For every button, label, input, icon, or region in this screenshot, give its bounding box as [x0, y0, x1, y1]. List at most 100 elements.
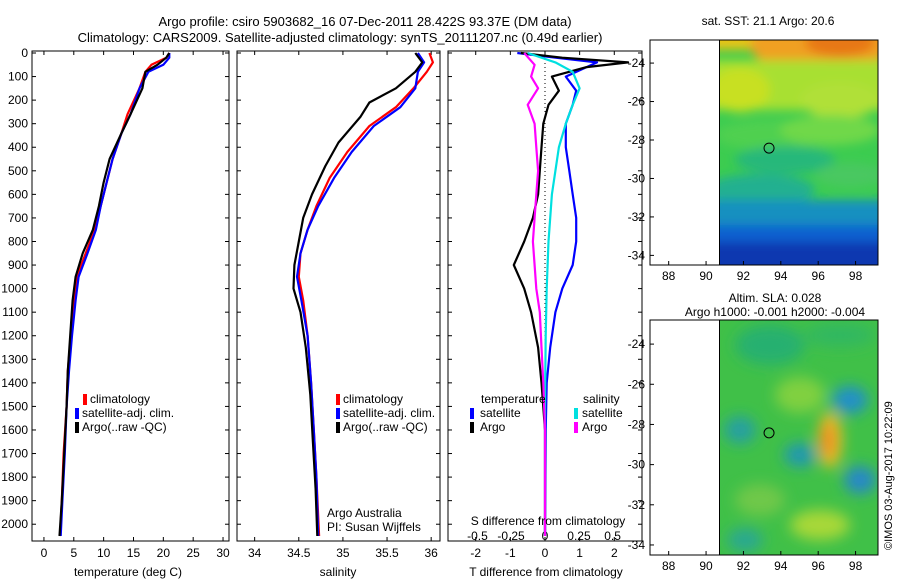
sla-map-title-2: Argo h1000: -0.001 h2000: -0.004	[685, 305, 865, 319]
temperature-line-argo-raw-qc-	[58, 52, 171, 537]
depth-tick-label: 1800	[1, 470, 28, 484]
depth-tick-label: 1700	[1, 447, 28, 461]
depth-tick-label: 600	[8, 187, 28, 201]
difference-line-temperature-argo	[512, 51, 630, 536]
salinity-line-satellite-adj-clim-	[295, 52, 426, 537]
legend-label-climatology: climatology	[90, 392, 150, 406]
legend-label-climatology: climatology	[343, 392, 403, 406]
depth-tick-label: 900	[8, 258, 28, 272]
sst-map-axes: 88 90 92 94 96 98 -24 -26 -28 -30 -32 -34	[628, 39, 879, 283]
map-ytick-label: -30	[628, 171, 646, 185]
depth-tick-label: 200	[8, 93, 28, 107]
map-ytick-label: -32	[628, 498, 646, 512]
depth-tick-label: 1900	[1, 494, 28, 508]
legend-label-temp-argo: Argo	[480, 420, 506, 434]
map-ytick-label: -28	[628, 133, 646, 147]
map-xtick-label: 88	[662, 559, 676, 573]
depth-tick-label: 800	[8, 234, 28, 248]
temperature-line-satellite-adj-clim-	[59, 53, 171, 537]
sla-map-title-1: Altim. SLA: 0.028	[729, 291, 822, 305]
map-xtick-label: 92	[737, 269, 751, 283]
difference-xtick-label: -1	[505, 546, 516, 560]
salinity-xtick-label: 34	[248, 546, 262, 560]
legend-title-salinity: salinity	[583, 392, 620, 406]
salinity-axes: 34 34.5 35 35.5 36	[237, 51, 440, 560]
legend-swatch-temp-satellite	[470, 408, 474, 419]
map-xtick-label: 96	[812, 269, 826, 283]
difference-line-salinity-argo	[523, 52, 547, 536]
s-difference-tick-label: 0.25	[567, 529, 591, 543]
temperature-xlabel: temperature (deg C)	[74, 565, 182, 579]
map-ytick-label: -24	[628, 337, 646, 351]
map-xtick-label: 98	[849, 269, 863, 283]
s-difference-tick-label: -0.25	[497, 529, 525, 543]
temperature-legend: climatology satellite-adj. clim. Argo(..…	[75, 392, 174, 434]
temperature-xtick-label: 0	[41, 546, 48, 560]
legend-swatch-climatology	[83, 394, 87, 405]
sla-map-field	[720, 320, 878, 555]
salinity-xtick-label: 35	[336, 546, 350, 560]
legend-title-temperature: temperature	[481, 392, 546, 406]
map-ytick-label: -34	[628, 538, 646, 552]
difference-line-temperature-satellite	[517, 51, 599, 537]
salinity-panel-frame	[236, 50, 441, 542]
depth-tick-label: 700	[8, 211, 28, 225]
legend-label-satellite: satellite-adj. clim.	[343, 406, 435, 420]
legend-label-temp-satellite: satellite	[480, 406, 521, 420]
salinity-xlabel: salinity	[320, 565, 357, 579]
s-difference-tick-label: 0.5	[604, 529, 621, 543]
map-ytick-label: -34	[628, 248, 646, 262]
map-ytick-label: -32	[628, 210, 646, 224]
salinity-line-climatology	[297, 52, 434, 537]
legend-label-argo: Argo(..raw -QC)	[343, 420, 428, 434]
salinity-xtick-label: 35.5	[375, 546, 399, 560]
depth-tick-label: 1200	[1, 329, 28, 343]
map-xtick-label: 90	[699, 559, 713, 573]
imos-timestamp: ©IMOS 03-Aug-2017 10:22:09	[883, 401, 895, 550]
depth-tick-label: 400	[8, 140, 28, 154]
legend-label-sal-satellite: satellite	[582, 406, 623, 420]
legend-swatch-climatology	[336, 394, 340, 405]
sst-map-field	[720, 40, 878, 265]
difference-xtick-label: 0	[542, 546, 549, 560]
sla-argo-position-marker	[763, 427, 775, 439]
difference-legend: temperature salinity satellite Argo sate…	[470, 392, 623, 434]
salinity-xtick-label: 36	[424, 546, 438, 560]
temperature-xtick-label: 15	[127, 546, 141, 560]
difference-xtick-label: 2	[611, 546, 618, 560]
legend-swatch-argo	[336, 422, 340, 433]
difference-xtick-label: 1	[576, 546, 583, 560]
depth-tick-label: 100	[8, 70, 28, 84]
header-line2: Climatology: CARS2009. Satellite-adjuste…	[78, 30, 603, 45]
sst-map-title: sat. SST: 21.1 Argo: 20.6	[702, 14, 835, 28]
legend-label-argo: Argo(..raw -QC)	[82, 420, 167, 434]
map-ytick-label: -30	[628, 458, 646, 472]
depth-tick-label: 2000	[1, 517, 28, 531]
legend-label-satellite: satellite-adj. clim.	[82, 406, 174, 420]
map-xtick-label: 88	[662, 269, 676, 283]
temperature-xtick-label: 30	[216, 546, 230, 560]
map-xtick-label: 94	[774, 559, 788, 573]
depth-tick-label: 1400	[1, 376, 28, 390]
map-xtick-label: 94	[774, 269, 788, 283]
map-ytick-label: -28	[628, 417, 646, 431]
depth-tick-label: 1500	[1, 399, 28, 413]
sst-argo-position-marker	[763, 142, 775, 154]
pi-text: PI: Susan Wijffels	[327, 520, 421, 534]
map-xtick-label: 96	[812, 559, 826, 573]
temperature-series	[58, 52, 171, 537]
depth-tick-label: 1000	[1, 282, 28, 296]
map-frame	[649, 39, 879, 266]
map-frame	[649, 319, 879, 556]
legend-swatch-satellite	[336, 408, 340, 419]
s-difference-tick-label: -0.5	[467, 529, 488, 543]
salinity-xtick-label: 34.5	[287, 546, 311, 560]
map-ytick-label: -26	[628, 377, 646, 391]
legend-swatch-argo	[75, 422, 79, 433]
difference-line-salinity-satellite	[527, 51, 581, 536]
temperature-xtick-label: 10	[97, 546, 111, 560]
depth-tick-label: 1600	[1, 423, 28, 437]
difference-series	[512, 51, 630, 537]
legend-label-sal-argo: Argo	[582, 420, 608, 434]
